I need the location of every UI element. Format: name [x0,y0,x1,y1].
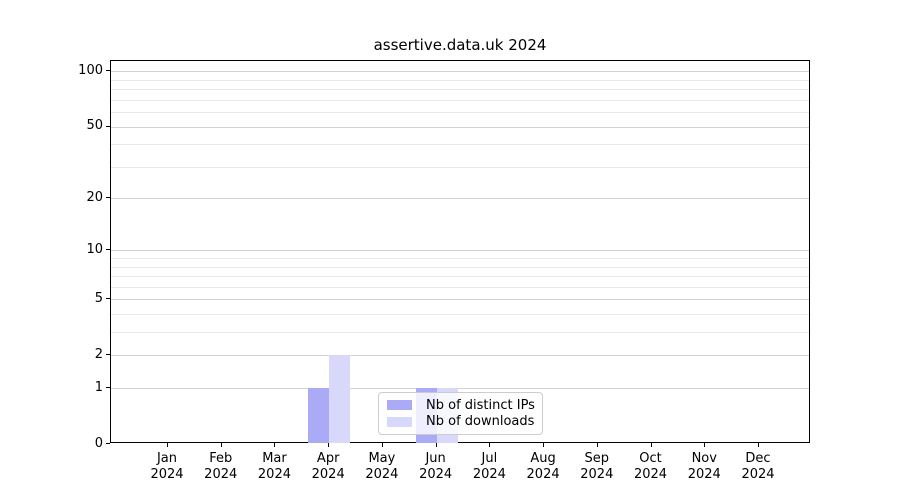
y-gridline-minor [111,276,809,278]
y-gridline-minor [111,286,809,288]
x-tick-label: Feb 2024 [193,451,249,483]
y-axis-tick [106,354,110,356]
y-gridline-minor [111,166,809,168]
x-tick-month: Oct [639,451,662,466]
x-tick-month: Sep [584,451,610,466]
y-tick-label: 100 [78,62,103,78]
y-gridline-major [111,126,809,128]
x-tick-label: Aug 2024 [515,451,571,483]
x-tick-label: Mar 2024 [246,451,302,483]
y-axis-tick [106,125,110,127]
y-tick-label: 5 [94,290,103,306]
y-gridline-major [111,299,809,301]
x-tick-year: 2024 [365,467,399,482]
legend-row-downloads: Nb of downloads [387,414,534,429]
y-axis-tick [106,70,110,72]
legend-swatch-distinct-ips [387,400,412,411]
x-tick-year: 2024 [419,467,453,482]
chart-title: assertive.data.uk 2024 [373,36,547,54]
y-gridline-minor [111,79,809,81]
x-axis-tick [596,443,598,447]
x-tick-year: 2024 [257,467,291,482]
x-tick-year: 2024 [311,467,345,482]
x-tick-year: 2024 [150,467,184,482]
x-axis-tick [220,443,222,447]
legend-label-downloads: Nb of downloads [426,414,535,430]
x-tick-year: 2024 [687,467,721,482]
x-tick-year: 2024 [204,467,238,482]
x-tick-month: May [368,451,396,466]
y-gridline-minor [111,314,809,316]
y-gridline-minor [111,258,809,260]
legend: Nb of distinct IPs Nb of downloads [378,392,543,435]
x-tick-month: Nov [691,451,717,466]
x-tick-label: Dec 2024 [730,451,786,483]
x-tick-year: 2024 [580,467,614,482]
x-tick-year: 2024 [633,467,668,482]
x-axis-tick [328,443,330,447]
y-gridline-minor [111,99,809,101]
x-tick-month: Apr [316,451,340,466]
x-tick-year: 2024 [472,467,506,482]
y-gridline-major [111,198,809,200]
x-tick-year: 2024 [741,467,775,482]
y-tick-label: 50 [86,118,103,134]
x-tick-label: Jul 2024 [461,451,517,483]
legend-row-distinct-ips: Nb of distinct IPs [387,397,535,413]
x-axis-tick [167,443,168,447]
y-gridline-minor [111,89,809,91]
y-axis-tick [106,298,110,300]
bar-distinct-ips-apr [308,388,330,443]
x-axis-tick [381,443,383,447]
y-gridline-major [111,71,809,73]
x-axis-tick [758,443,759,447]
x-tick-month: Aug [530,451,556,466]
bar-downloads-apr [329,355,351,443]
x-tick-month: Mar [262,451,287,466]
y-tick-label: 20 [86,189,103,205]
y-gridline-major [111,355,809,357]
y-gridline-minor [111,266,809,268]
x-tick-label: Apr 2024 [300,451,356,483]
x-tick-month: Jan [156,451,178,466]
legend-swatch-downloads [387,416,412,427]
y-gridline-major [111,250,809,252]
x-tick-label: Oct 2024 [623,451,679,483]
x-axis-tick [489,443,491,447]
y-gridline-minor [111,144,809,146]
y-gridline-major [111,388,809,390]
x-tick-month: Jun [425,451,446,466]
x-tick-label: Jan 2024 [139,451,195,483]
legend-label-distinct-ips: Nb of distinct IPs [426,397,535,413]
x-tick-label: Nov 2024 [676,451,732,483]
x-tick-month: Feb [209,451,233,466]
y-axis-tick [106,249,110,251]
x-tick-label: May 2024 [354,451,410,483]
y-axis-tick [106,443,110,444]
x-axis-tick [274,443,276,447]
y-axis-tick [106,387,110,389]
y-tick-label: 2 [94,346,103,362]
x-tick-month: Dec [745,451,771,466]
x-tick-label: Sep 2024 [569,451,625,483]
y-axis-tick [106,197,110,199]
y-tick-label: 0 [94,435,103,451]
x-tick-year: 2024 [526,467,560,482]
x-axis-tick [704,443,706,447]
y-tick-label: 10 [86,241,103,257]
plot-area [110,60,810,443]
x-tick-label: Jun 2024 [408,451,464,483]
x-axis-tick [435,443,437,447]
x-axis-tick [543,443,545,447]
y-gridline-minor [111,112,809,114]
x-tick-month: Jul [481,451,498,466]
y-gridline-minor [111,332,809,334]
y-tick-label: 1 [94,379,103,395]
x-axis-tick [650,443,652,447]
